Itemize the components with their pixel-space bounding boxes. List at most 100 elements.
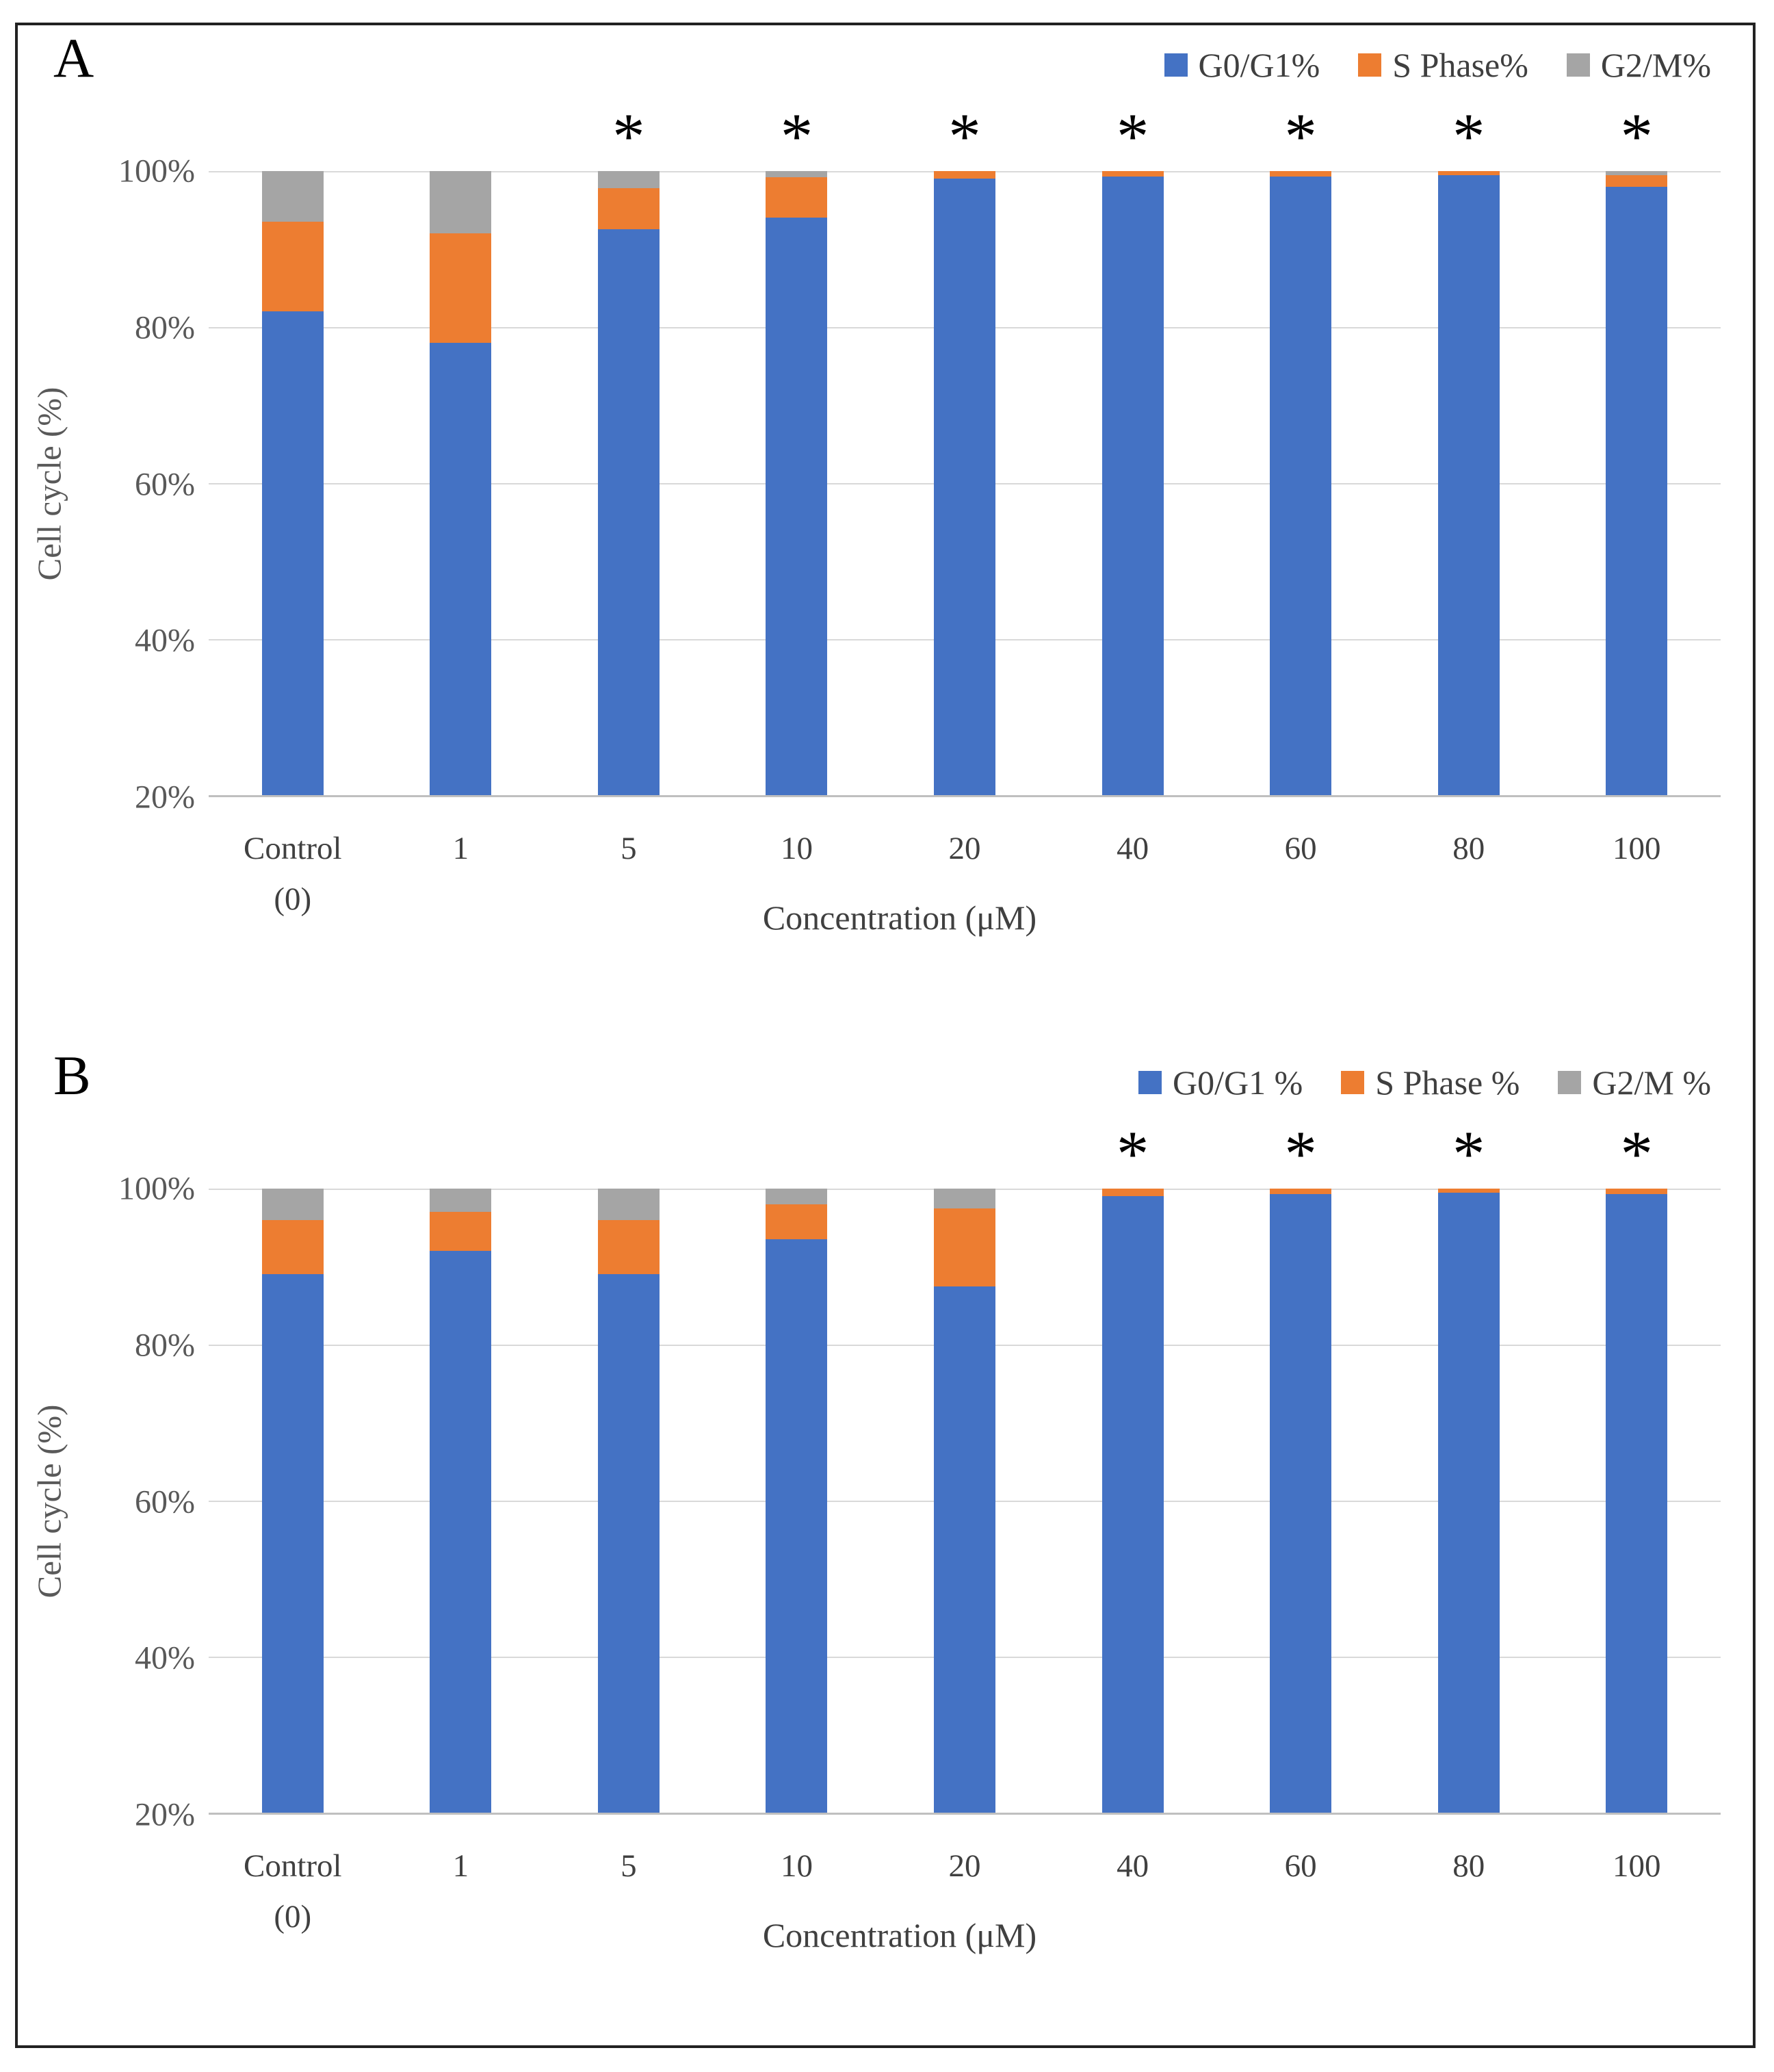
stacked-bar	[1606, 171, 1668, 795]
stacked-bar	[261, 171, 324, 795]
x-tick-label: 100	[1553, 823, 1721, 924]
y-tick-label: 40%	[135, 622, 195, 659]
stacked-bar	[1270, 171, 1332, 795]
significance-asterisk: *	[780, 100, 813, 172]
bar-slot: *	[1216, 1122, 1385, 1813]
stacked-bar	[1437, 1189, 1500, 1813]
y-tick-label: 100%	[118, 1170, 195, 1207]
stacked-bar	[766, 1189, 828, 1813]
panel-b: B G0/G1 % S Phase % G2/M % Cell cycle (%…	[0, 1018, 1774, 2044]
bar-segment-g0g1	[1270, 1193, 1332, 1813]
y-tick-label: 20%	[135, 1796, 195, 1833]
legend-swatch-g0g1-icon	[1138, 1071, 1162, 1094]
stacked-bar	[934, 1189, 996, 1813]
x-tick-label: 60	[1216, 823, 1385, 924]
x-tick-label-line: 100	[1613, 1848, 1661, 1884]
bar-slot	[209, 171, 377, 795]
x-tick-label-line: 60	[1284, 1848, 1317, 1884]
legend-item-g2m: G2/M%	[1566, 45, 1711, 85]
x-tick-label: 20	[881, 823, 1049, 924]
x-tick-label: 10	[713, 823, 881, 924]
stacked-bar	[430, 1189, 492, 1813]
panel-label-a: A	[53, 27, 94, 89]
x-tick-label-line: Control	[243, 831, 342, 866]
legend-a: G0/G1% S Phase% G2/M%	[1164, 45, 1711, 85]
stacked-bar	[1606, 1189, 1668, 1813]
legend-b: G0/G1 % S Phase % G2/M %	[1138, 1063, 1711, 1102]
bar-segment-g0g1	[1437, 174, 1500, 795]
bar-segment-sphase	[430, 233, 492, 343]
bar-segment-g2m	[430, 171, 492, 234]
bar-segment-g0g1	[430, 342, 492, 795]
x-tick-label-line: Control	[243, 1848, 342, 1884]
bar-slot: *	[1385, 1122, 1553, 1813]
x-tick-label: 40	[1049, 1841, 1217, 1942]
legend-item-g2m: G2/M %	[1558, 1063, 1711, 1102]
bar-slot	[713, 1189, 881, 1813]
bar-segment-g2m	[430, 1189, 492, 1213]
stacked-bar	[934, 171, 996, 795]
legend-label-sphase: S Phase%	[1392, 46, 1528, 84]
legend-item-g0g1: G0/G1%	[1164, 45, 1320, 85]
bar-slot: *	[1216, 104, 1385, 795]
bar-segment-sphase	[766, 1204, 828, 1240]
x-tick-label: 10	[713, 1841, 881, 1942]
y-axis-tick-labels: 100% 80% 60% 40% 20%	[41, 153, 195, 816]
bar-segment-g2m	[597, 171, 660, 189]
legend-item-sphase: S Phase %	[1341, 1063, 1519, 1102]
bar-slot: *	[1049, 104, 1217, 795]
bar-segment-g0g1	[766, 218, 828, 795]
bar-segment-g0g1	[597, 229, 660, 795]
x-tick-label-line: 100	[1613, 831, 1661, 866]
x-tick-label-line: 80	[1452, 1848, 1485, 1884]
bar-segment-sphase	[934, 1208, 996, 1286]
bar-segment-sphase	[1101, 1189, 1164, 1197]
x-axis-tick-labels: Control (0) 1 5 10 20 40 60 80 100	[209, 1841, 1721, 1942]
x-tick-label-line: 1	[452, 831, 469, 866]
significance-asterisk: *	[1620, 100, 1654, 172]
significance-asterisk: *	[1284, 100, 1317, 172]
bar-slot: *	[1385, 104, 1553, 795]
bar-segment-g0g1	[1437, 1192, 1500, 1813]
legend-label-g2m: G2/M%	[1600, 46, 1711, 84]
x-tick-label-line: (0)	[274, 881, 312, 917]
y-tick-label: 100%	[118, 153, 195, 190]
legend-swatch-sphase-icon	[1358, 53, 1382, 77]
bar-segment-g0g1	[766, 1239, 828, 1813]
plot-area: * * * * * * *	[209, 104, 1721, 797]
legend-label-g2m: G2/M %	[1592, 1063, 1711, 1102]
bar-segment-sphase	[1437, 171, 1500, 175]
x-tick-label: Control (0)	[209, 1841, 377, 1942]
x-tick-label-line: 40	[1117, 831, 1149, 866]
bar-segment-g0g1	[1270, 176, 1332, 795]
y-tick-label: 60%	[135, 1484, 195, 1520]
bar-segment-sphase	[1437, 1189, 1500, 1193]
bar-segment-sphase	[430, 1212, 492, 1252]
bar-segment-g2m	[934, 1189, 996, 1208]
panel-label-b: B	[53, 1044, 91, 1106]
bar-segment-sphase	[261, 1219, 324, 1275]
x-tick-label-line: 40	[1117, 1848, 1149, 1884]
x-axis-tick-labels: Control (0) 1 5 10 20 40 60 80 100	[209, 823, 1721, 924]
bar-segment-sphase	[1270, 1189, 1332, 1194]
legend-label-g0g1: G0/G1%	[1198, 46, 1320, 84]
bar-slot	[881, 1189, 1049, 1813]
x-tick-label: 80	[1385, 823, 1553, 924]
bar-segment-g0g1	[430, 1251, 492, 1813]
bar-segment-g2m	[597, 1189, 660, 1220]
bar-segment-sphase	[1270, 171, 1332, 177]
x-tick-label: 1	[377, 1841, 545, 1942]
bar-segment-sphase	[1606, 1189, 1668, 1194]
significance-asterisk: *	[948, 100, 981, 172]
bar-segment-g0g1	[1101, 176, 1164, 795]
x-tick-label-line: 5	[621, 1848, 637, 1884]
stacked-bar	[261, 1189, 324, 1813]
significance-asterisk: *	[1620, 1117, 1654, 1190]
stacked-bar	[1101, 1189, 1164, 1813]
y-tick-label: 80%	[135, 309, 195, 346]
x-tick-label: 20	[881, 1841, 1049, 1942]
legend-item-g0g1: G0/G1 %	[1138, 1063, 1303, 1102]
bar-segment-g2m	[261, 1189, 324, 1220]
bar-slot: *	[1049, 1122, 1217, 1813]
significance-asterisk: *	[612, 100, 645, 172]
